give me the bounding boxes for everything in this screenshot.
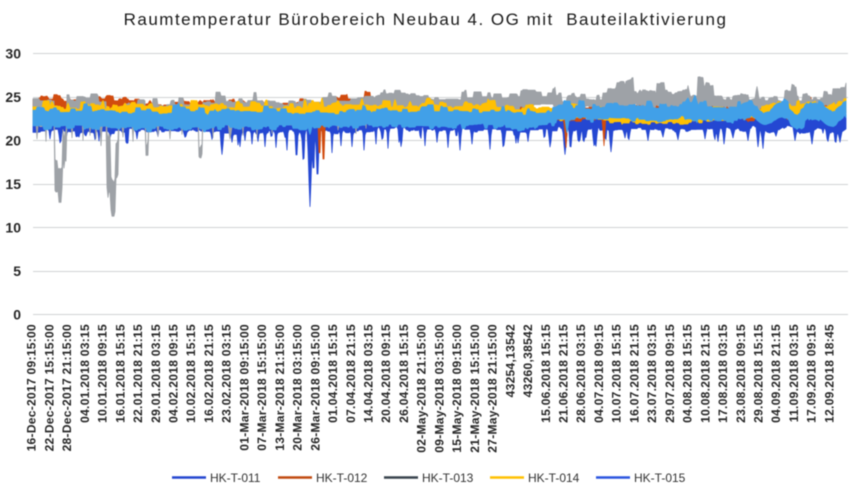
svg-text:10: 10 (5, 220, 21, 236)
svg-text:29.08.2018 15:15: 29.08.2018 15:15 (752, 324, 766, 423)
svg-text:14.04.2018 03:15: 14.04.2018 03:15 (362, 324, 376, 423)
svg-text:17.08.2018 03:15: 17.08.2018 03:15 (716, 324, 730, 423)
svg-text:15: 15 (5, 176, 21, 192)
svg-text:20.04.2018 09:15: 20.04.2018 09:15 (379, 324, 393, 423)
svg-text:29.07.2018 09:15: 29.07.2018 09:15 (663, 324, 677, 423)
svg-text:22.01.2018 21:15: 22.01.2018 21:15 (131, 324, 145, 423)
svg-text:01-Mar-2018 09:15:00: 01-Mar-2018 09:15:00 (237, 324, 251, 451)
svg-text:26.04.2018 15:15: 26.04.2018 15:15 (397, 324, 411, 423)
svg-text:HK-T-011: HK-T-011 (210, 471, 261, 485)
svg-text:10.01.2018 09:15: 10.01.2018 09:15 (96, 324, 110, 423)
svg-text:04.02.2018 09:15: 04.02.2018 09:15 (167, 324, 181, 423)
svg-text:HK-T-012: HK-T-012 (316, 471, 368, 485)
svg-text:21-May-2018 15:15:00: 21-May-2018 15:15:00 (468, 324, 482, 453)
svg-text:16.02.2018 21:15: 16.02.2018 21:15 (202, 324, 216, 423)
svg-text:43254,13542: 43254,13542 (503, 324, 517, 397)
svg-text:04.08.2018 15:15: 04.08.2018 15:15 (681, 324, 695, 423)
svg-text:27-May-2018 21:15:00: 27-May-2018 21:15:00 (486, 324, 500, 453)
svg-text:10.02.2018 15:15: 10.02.2018 15:15 (184, 324, 198, 423)
svg-text:HK-T-013: HK-T-013 (422, 471, 474, 485)
svg-text:07.04.2018 21:15: 07.04.2018 21:15 (344, 324, 358, 423)
svg-text:09-May-2018 03:15:00: 09-May-2018 03:15:00 (432, 324, 446, 453)
svg-text:11.09.2018 03:15: 11.09.2018 03:15 (787, 324, 801, 422)
svg-text:10.08.2018 21:15: 10.08.2018 21:15 (698, 324, 712, 423)
svg-text:23.02.2018 03:15: 23.02.2018 03:15 (220, 324, 234, 423)
svg-text:23.08.2018 09:15: 23.08.2018 09:15 (734, 324, 748, 423)
svg-text:17.09.2018 09:15: 17.09.2018 09:15 (805, 324, 819, 423)
svg-text:07-Mar-2018 15:15:00: 07-Mar-2018 15:15:00 (255, 324, 269, 451)
svg-text:16.07.2018 21:15: 16.07.2018 21:15 (627, 324, 641, 423)
svg-text:15.06.2018 15:15: 15.06.2018 15:15 (539, 324, 553, 423)
svg-text:43260,38542: 43260,38542 (521, 324, 535, 397)
svg-text:04.07.2018 09:15: 04.07.2018 09:15 (592, 324, 606, 423)
svg-text:15-May-2018 09:15:00: 15-May-2018 09:15:00 (450, 324, 464, 453)
svg-text:28-Dec-2017 21:15:00: 28-Dec-2017 21:15:00 (60, 324, 74, 451)
svg-text:16.01.2018 15:15: 16.01.2018 15:15 (113, 324, 127, 423)
svg-text:04.01.2018 03:15: 04.01.2018 03:15 (78, 324, 92, 423)
svg-text:10.07.2018 15:15: 10.07.2018 15:15 (610, 324, 624, 423)
svg-text:20: 20 (5, 133, 21, 149)
svg-text:04.09.2018 21:15: 04.09.2018 21:15 (769, 324, 783, 423)
svg-text:HK-T-015: HK-T-015 (634, 471, 686, 485)
svg-text:28.06.2018 03:15: 28.06.2018 03:15 (574, 324, 588, 423)
svg-text:5: 5 (13, 263, 21, 279)
svg-text:21.06.2018 21:15: 21.06.2018 21:15 (557, 324, 571, 423)
svg-text:25: 25 (5, 89, 21, 105)
svg-text:20-Mar-2018 03:15:00: 20-Mar-2018 03:15:00 (291, 324, 305, 451)
svg-text:23.07.2018 03:15: 23.07.2018 03:15 (645, 324, 659, 423)
svg-text:02-May-2018 21:15:00: 02-May-2018 21:15:00 (415, 324, 429, 453)
svg-text:13-Mar-2018 21:15:00: 13-Mar-2018 21:15:00 (273, 324, 287, 451)
svg-text:12.09.2018 18:45: 12.09.2018 18:45 (822, 324, 836, 423)
svg-text:22-Dec-2017 15:15:00: 22-Dec-2017 15:15:00 (42, 324, 56, 451)
svg-text:16-Dec-2017 09:15:00: 16-Dec-2017 09:15:00 (25, 324, 39, 451)
svg-text:HK-T-014: HK-T-014 (528, 471, 580, 485)
svg-text:30: 30 (5, 46, 21, 62)
svg-text:29.01.2018 03:15: 29.01.2018 03:15 (149, 324, 163, 423)
svg-text:26-Mar-2018 09:15:00: 26-Mar-2018 09:15:00 (308, 324, 322, 451)
svg-text:0: 0 (13, 307, 21, 323)
svg-text:01.04.2018 15:15: 01.04.2018 15:15 (326, 324, 340, 423)
